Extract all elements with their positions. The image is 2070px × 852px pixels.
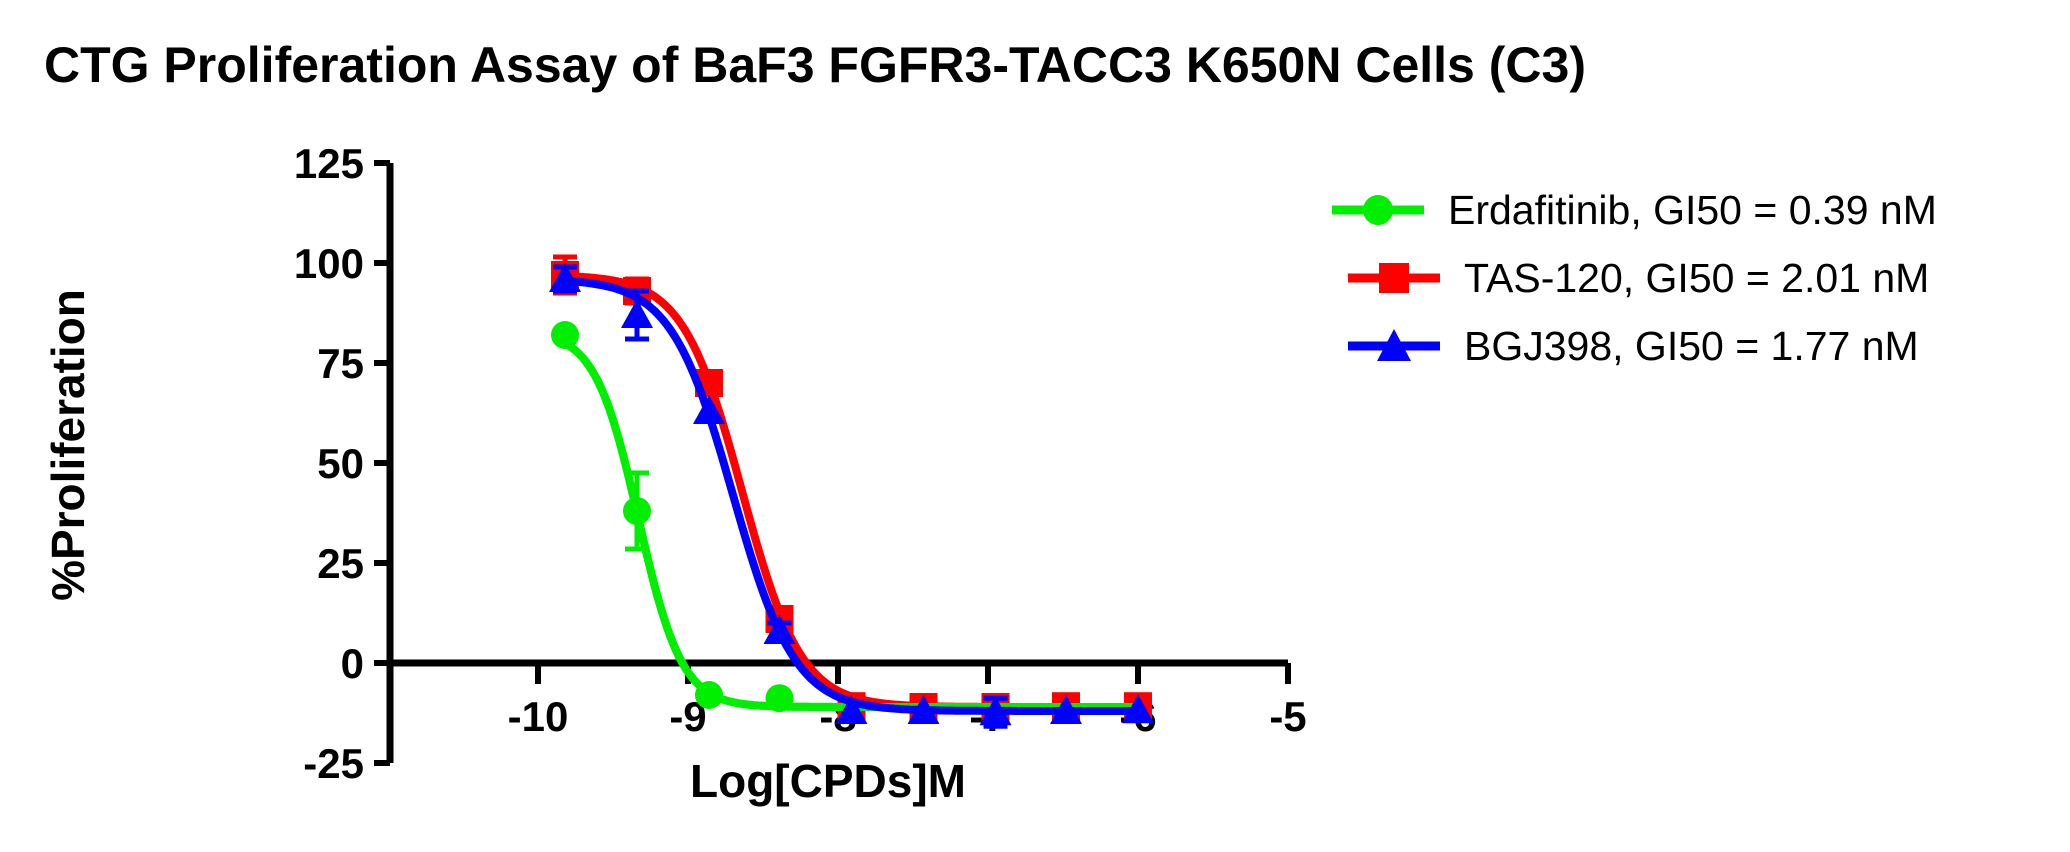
chart-title: CTG Proliferation Assay of BaF3 FGFR3-TA… (44, 37, 1586, 93)
x-axis-title: Log[CPDs]M (690, 755, 966, 807)
data-point-bgj398 (1050, 695, 1082, 724)
data-point-bgj398 (1122, 694, 1154, 724)
y-axis-title: %Proliferation (42, 289, 94, 601)
y-tick-label: 100 (294, 240, 364, 287)
legend: Erdafitinib, GI50 = 0.39 nM TAS-120, GI5… (1330, 176, 1937, 380)
legend-label: TAS-120, GI50 = 2.01 nM (1464, 254, 1930, 301)
fit-curve-bgj398 (561, 276, 1142, 715)
y-tick-label: 0 (341, 640, 364, 687)
legend-item-bgj398: BGJ398, GI50 = 1.77 nM (1330, 312, 1937, 380)
legend-marker-square-icon (1348, 263, 1440, 293)
data-point-bgj398 (693, 395, 725, 424)
fit-curve-erdafitinib (561, 339, 1142, 711)
data-point-bgj398 (835, 695, 868, 724)
data-point-bgj398 (763, 615, 796, 644)
data-point-bgj398 (979, 696, 1012, 726)
data-point-bgj398 (907, 695, 940, 724)
y-tick-label: 50 (317, 440, 364, 487)
fit-curve-erdafitinib-overlay (561, 339, 1142, 711)
legend-label: Erdafitinib, GI50 = 0.39 nM (1448, 186, 1937, 233)
legend-marker-triangle-icon (1348, 329, 1440, 361)
data-point-erdafitinib (551, 321, 579, 349)
legend-item-tas-120: TAS-120, GI50 = 2.01 nM (1330, 244, 1937, 312)
fit-curve-tas-120 (561, 272, 1142, 711)
y-tick-label: -25 (303, 740, 364, 787)
y-tick-label: 75 (317, 340, 364, 387)
x-tick-label: -5 (1269, 693, 1306, 740)
legend-marker-circle-icon (1332, 195, 1424, 225)
y-tick-label: 25 (317, 540, 364, 587)
legend-item-erdafitinib: Erdafitinib, GI50 = 0.39 nM (1330, 176, 1937, 244)
y-tick-label: 125 (294, 140, 364, 187)
legend-label: BGJ398, GI50 = 1.77 nM (1464, 322, 1919, 369)
x-tick-label: -10 (508, 693, 569, 740)
data-point-bgj398 (549, 263, 581, 292)
data-point-bgj398 (621, 299, 653, 328)
